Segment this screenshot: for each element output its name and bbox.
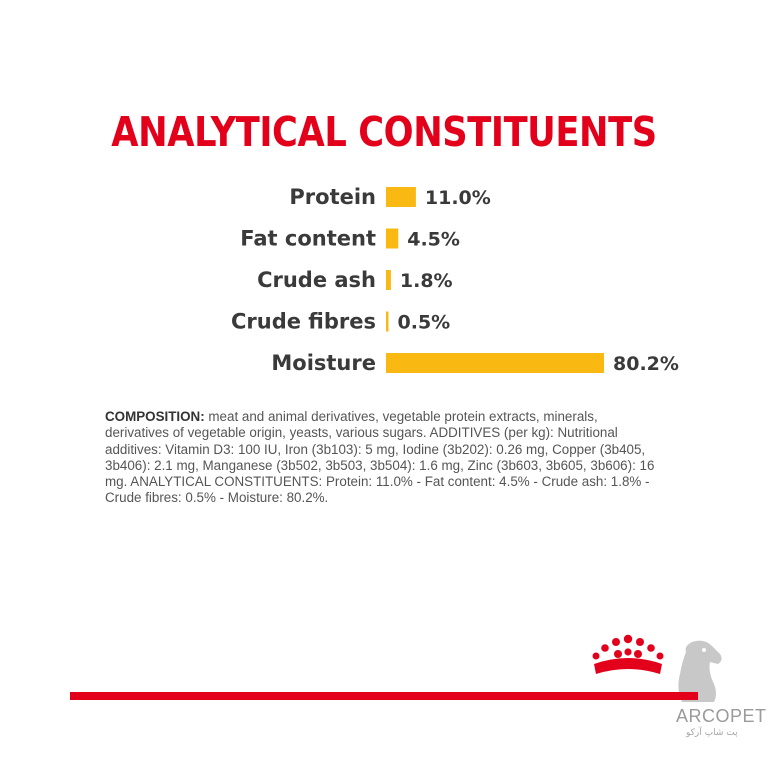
watermark-subtitle: پت شاپ آرکو — [686, 728, 738, 738]
bar-protein — [386, 187, 416, 207]
category-label-fat-content: Fat content — [240, 227, 376, 251]
category-label-crude-fibres: Crude fibres — [231, 310, 376, 334]
value-label-crude-fibres: 0.5% — [398, 312, 451, 334]
bar-chart: Protein 11.0% Fat content 4.5% Crude ash 1.8%… — [231, 185, 679, 375]
red-divider-line — [70, 692, 698, 700]
bar-crude-ash — [386, 270, 391, 290]
bar-crude-fibres — [386, 311, 389, 332]
bar-fat-content — [386, 228, 399, 249]
value-label-crude-ash: 1.8% — [400, 270, 453, 292]
value-label-protein: 11.0% — [425, 187, 491, 209]
value-label-fat-content: 4.5% — [407, 229, 460, 251]
watermark-brand: ARCOPET — [676, 706, 767, 726]
royal-canin-crown-icon — [592, 634, 664, 674]
value-label-moisture: 80.2% — [613, 353, 679, 375]
composition-text: COMPOSITION: meat and animal derivatives… — [105, 409, 665, 507]
chart-title: ANALYTICAL CONSTITUENTS — [111, 108, 657, 156]
category-label-moisture: Moisture — [271, 351, 376, 375]
dog-silhouette-icon — [678, 640, 722, 702]
category-label-crude-ash: Crude ash — [257, 268, 376, 292]
category-label-protein: Protein — [289, 185, 376, 209]
bar-moisture — [386, 353, 604, 373]
composition-body: meat and animal derivatives, vegetable p… — [105, 409, 655, 506]
composition-heading: COMPOSITION: — [105, 409, 205, 424]
